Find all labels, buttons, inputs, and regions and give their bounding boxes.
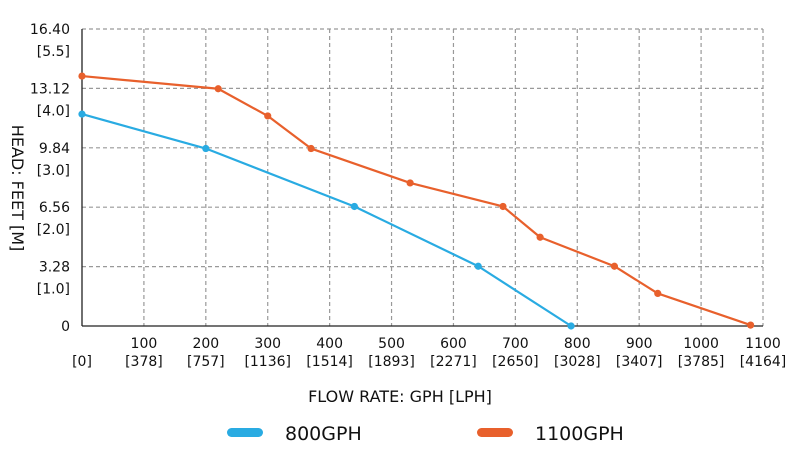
legend-label-800GPH: 800GPH — [285, 423, 362, 445]
data-point-1100GPH — [78, 72, 86, 80]
data-point-1100GPH — [654, 289, 662, 298]
x-tick-label: 1100 — [745, 336, 781, 352]
data-point-1100GPH — [747, 321, 755, 329]
data-point-800GPH — [350, 202, 358, 211]
grid — [82, 28, 764, 326]
x-tick-sublabel: [1136] — [244, 354, 291, 370]
x-tick-sublabel: [2650] — [492, 354, 539, 370]
x-tick-sublabel: [378] — [125, 354, 163, 370]
y-tick-sublabel: [5.5] — [37, 44, 70, 60]
series-line-1100GPH — [81, 74, 751, 327]
x-tick-label: 400 — [316, 336, 343, 352]
data-point-1100GPH — [406, 179, 414, 187]
x-tick-label: 200 — [192, 336, 219, 352]
legend-label-1100GPH: 1100GPH — [535, 423, 624, 445]
data-point-800GPH — [202, 144, 210, 153]
x-tick-sublabel: [3407] — [616, 354, 663, 370]
legend-swatch-1100GPH — [477, 428, 513, 437]
legend-swatch-800GPH — [227, 428, 263, 437]
data-point-800GPH — [78, 110, 86, 118]
x-tick-label: 500 — [378, 336, 405, 352]
y-tick-label: 13.12 — [30, 81, 70, 97]
x-tick-sublabel: [1893] — [368, 354, 415, 370]
x-tick-label: 700 — [502, 336, 529, 352]
tick-labels: [0] 100 [378] 200 [757] 300 [1136] 400 [1514] 500… — [30, 22, 786, 370]
data-point-800GPH — [567, 322, 575, 330]
series-line-800GPH — [81, 113, 572, 327]
data-point-1100GPH — [499, 202, 507, 211]
data-point-1100GPH — [536, 233, 544, 241]
series — [78, 72, 755, 330]
legend: 800GPH 1100GPH — [227, 423, 624, 445]
y-tick-sublabel: [1.0] — [37, 282, 70, 298]
x-tick-label: 100 — [131, 336, 158, 352]
x-tick-label: 600 — [440, 336, 467, 352]
y-tick-label: 3.28 — [39, 260, 70, 276]
y-axis-title: HEAD: FEET [M] — [8, 125, 27, 251]
data-point-1100GPH — [610, 262, 619, 270]
x-tick-sublabel: [1514] — [306, 354, 353, 370]
data-point-1100GPH — [214, 85, 222, 93]
x-tick-sublabel: [4164] — [740, 354, 787, 370]
x-tick-label: 900 — [626, 336, 653, 352]
y-tick-label: 16.40 — [30, 22, 70, 38]
x-tick-label: 800 — [564, 336, 591, 352]
y-tick-sublabel: [3.0] — [37, 163, 70, 179]
x-tick-sublabel: [757] — [187, 354, 225, 370]
x-tick-label: 300 — [254, 336, 281, 352]
axes — [81, 29, 763, 327]
y-tick-label: 0 — [61, 319, 70, 335]
x-axis-title: FLOW RATE: GPH [LPH] — [308, 387, 492, 406]
y-tick-label: 6.56 — [39, 200, 70, 216]
data-point-800GPH — [474, 262, 482, 270]
data-point-1100GPH — [264, 112, 272, 120]
x-tick-sublabel: [3785] — [678, 354, 725, 370]
x-tick-sublabel: [3028] — [554, 354, 601, 370]
y-tick-sublabel: [2.0] — [37, 222, 70, 238]
x-tick-sublabel: [0] — [72, 354, 92, 370]
y-tick-sublabel: [4.0] — [37, 103, 70, 119]
y-tick-label: 9.84 — [39, 141, 70, 157]
x-tick-sublabel: [2271] — [430, 354, 477, 370]
x-tick-label: 1000 — [683, 336, 719, 352]
data-point-1100GPH — [307, 144, 315, 153]
